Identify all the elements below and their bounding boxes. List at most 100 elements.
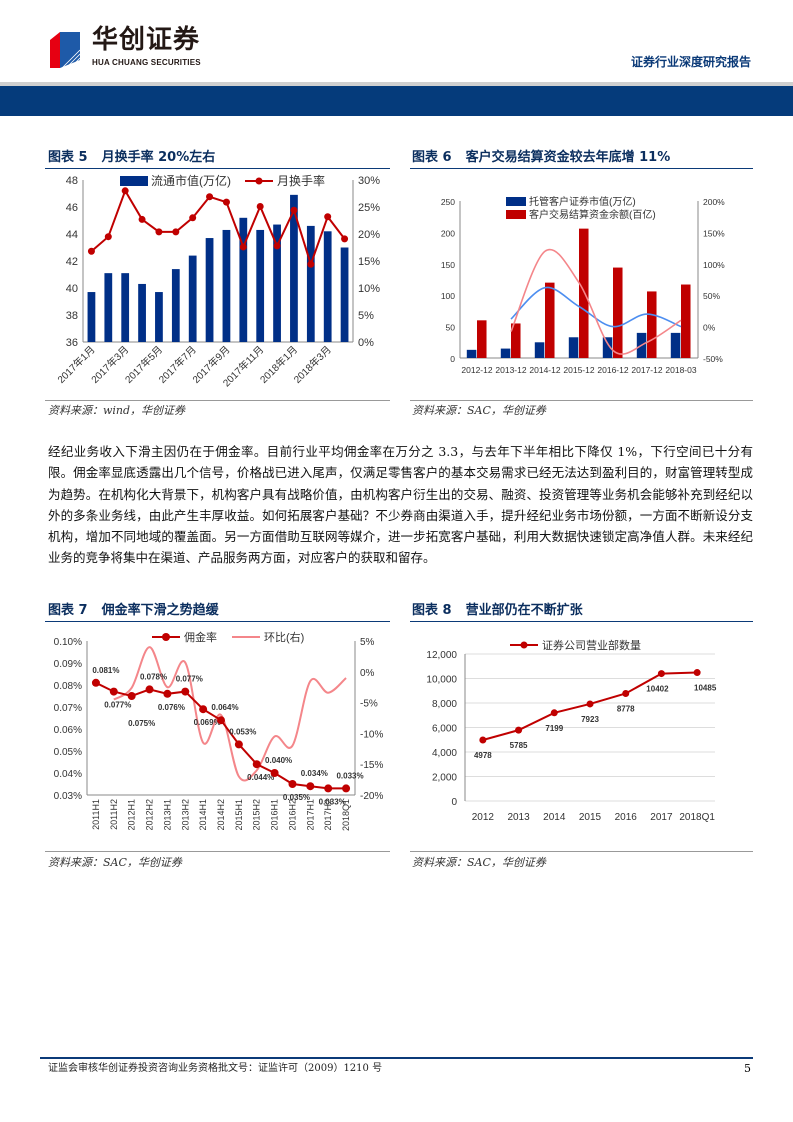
- bar-client-funds: [477, 320, 487, 358]
- y-tick-label: 10,000: [426, 675, 457, 686]
- bar-client-funds: [579, 228, 589, 358]
- bar-client-funds: [545, 282, 555, 358]
- x-tick-label: 2017H2: [323, 799, 333, 831]
- point-turnover: [172, 228, 180, 236]
- y-tick-label-right: -5%: [360, 699, 378, 710]
- divider: [410, 400, 753, 401]
- y-tick-label-left: 40: [66, 283, 78, 295]
- bar-market-cap: [138, 283, 146, 342]
- legend-label: 托管客户证券市值(万亿): [529, 195, 636, 208]
- x-tick-label: 2018-03: [665, 365, 696, 375]
- page-number: 5: [744, 1062, 751, 1075]
- bar-market-cap: [273, 224, 281, 342]
- bar-market-cap: [256, 229, 265, 342]
- x-tick-label: 2014: [543, 812, 566, 823]
- bar-market-cap: [323, 231, 332, 342]
- legend-marker: [162, 633, 170, 641]
- y-tick-label-left: 0: [450, 354, 455, 364]
- divider: [45, 400, 390, 401]
- y-tick-label-left: 0.04%: [54, 769, 82, 780]
- data-label: 0.033%: [336, 771, 363, 780]
- figure-8-title: 图表 8 营业部仍在不断扩张: [412, 603, 583, 618]
- point-branches: [586, 700, 594, 708]
- point-commission: [109, 687, 118, 696]
- y-tick-label-left: 0.03%: [54, 791, 82, 802]
- figure-5-source: 资料来源：wind，华创证券: [48, 404, 186, 417]
- bar-market-cap: [306, 225, 315, 342]
- bar-custody-value: [670, 332, 681, 358]
- x-tick-label: 2012-12: [461, 365, 492, 375]
- legend-label: 环比(右): [264, 630, 304, 644]
- y-tick-label: 0: [451, 797, 457, 808]
- data-label: 0.081%: [92, 666, 119, 675]
- figure-6-title: 图表 6 客户交易结算资金较去年底增 11%: [412, 150, 671, 165]
- y-tick-label-left: 38: [66, 310, 78, 322]
- bar-market-cap: [290, 194, 298, 342]
- figure-8-source: 资料来源：SAC，华创证券: [412, 856, 546, 869]
- point-commission: [306, 782, 315, 791]
- y-tick-label-right: 100%: [703, 260, 725, 270]
- data-label: 0.034%: [301, 769, 328, 778]
- data-label: 0.075%: [128, 719, 155, 728]
- data-label: 0.069%: [194, 718, 221, 727]
- y-tick-label-left: 46: [66, 202, 78, 214]
- x-tick-label: 2013H2: [180, 799, 190, 831]
- y-tick-label-left: 150: [441, 260, 455, 270]
- logo-text: 华创证券: [92, 25, 201, 55]
- bar-market-cap: [188, 255, 197, 342]
- bar-client-funds: [647, 291, 657, 358]
- y-tick-label-left: 0.05%: [54, 747, 82, 758]
- point-commission: [270, 769, 279, 777]
- bar-custody-value: [568, 337, 579, 358]
- x-tick-label: 2017: [650, 812, 673, 823]
- x-tick-label: 2013H1: [162, 799, 172, 831]
- x-tick-label: 2013: [507, 812, 530, 823]
- point-turnover: [256, 202, 264, 210]
- x-tick-label: 2013-12: [495, 365, 526, 375]
- y-tick-label-left: 0.08%: [54, 681, 82, 692]
- legend-marker: [255, 177, 263, 185]
- point-turnover: [290, 206, 298, 214]
- y-tick-label-left: 50: [446, 323, 456, 333]
- line-mom-change: [113, 646, 347, 782]
- y-tick-label-right: 5%: [360, 637, 375, 648]
- point-turnover: [87, 247, 95, 255]
- report-type: 证券行业深度研究报告: [630, 55, 751, 69]
- data-label: 7199: [545, 724, 563, 733]
- divider: [410, 851, 753, 852]
- x-tick-label: 2012H2: [145, 799, 155, 831]
- y-tick-label-right: 0%: [358, 337, 374, 349]
- line-turnover: [90, 188, 346, 268]
- point-commission: [199, 705, 208, 714]
- data-label: 0.040%: [265, 756, 292, 765]
- point-commission: [252, 760, 261, 769]
- point-turnover: [324, 213, 332, 221]
- y-tick-label-left: 0.09%: [54, 659, 82, 670]
- header-band: [0, 86, 793, 116]
- x-tick-label: 2016H1: [270, 799, 280, 831]
- y-tick-label-right: 30%: [358, 175, 380, 187]
- point-commission: [234, 740, 243, 749]
- data-label: 0.078%: [140, 672, 167, 681]
- x-tick-label: 2015H2: [252, 799, 262, 831]
- point-branches: [693, 669, 701, 677]
- x-tick-label: 2014-12: [529, 365, 560, 375]
- x-tick-label: 2014H1: [198, 799, 208, 831]
- y-tick-label: 6,000: [432, 724, 457, 735]
- point-turnover: [307, 260, 315, 268]
- bar-market-cap: [155, 292, 163, 342]
- point-commission: [342, 784, 351, 793]
- divider: [45, 621, 390, 622]
- point-commission: [91, 678, 100, 687]
- point-commission: [127, 692, 136, 700]
- data-label: 8778: [617, 704, 635, 713]
- x-tick-label: 2015-12: [563, 365, 594, 375]
- y-tick-label-right: 0%: [703, 323, 716, 333]
- point-turnover: [104, 233, 112, 241]
- bar-custody-value: [602, 337, 613, 358]
- data-label: 10402: [646, 685, 669, 694]
- divider: [45, 168, 390, 169]
- x-tick-label: 2018Q1: [341, 799, 351, 831]
- point-turnover: [222, 198, 230, 206]
- legend-label: 月换手率: [277, 173, 325, 188]
